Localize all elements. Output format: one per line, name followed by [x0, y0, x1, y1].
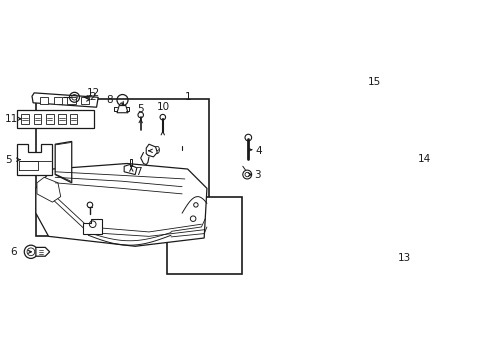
Ellipse shape	[379, 111, 392, 117]
Ellipse shape	[375, 109, 396, 118]
Polygon shape	[37, 177, 61, 202]
Text: 10: 10	[157, 102, 170, 112]
Polygon shape	[117, 105, 128, 113]
Ellipse shape	[373, 131, 404, 143]
Text: 7: 7	[134, 167, 141, 177]
Bar	[167, 198, 241, 274]
Ellipse shape	[366, 92, 388, 103]
Polygon shape	[124, 165, 137, 175]
Bar	[46, 114, 53, 124]
Text: 14: 14	[417, 154, 430, 164]
Polygon shape	[146, 144, 157, 157]
Text: 5: 5	[5, 155, 12, 165]
Text: 15: 15	[367, 77, 381, 87]
Text: 8: 8	[106, 95, 113, 105]
Text: 6: 6	[10, 247, 17, 257]
Bar	[67, 97, 76, 104]
Polygon shape	[82, 219, 102, 234]
Text: 13: 13	[397, 253, 410, 264]
Bar	[69, 114, 77, 124]
Ellipse shape	[367, 129, 409, 145]
Text: 5: 5	[137, 104, 143, 114]
Text: 11: 11	[4, 114, 18, 124]
Text: 2: 2	[89, 92, 96, 102]
Polygon shape	[36, 163, 206, 246]
Bar	[36, 99, 209, 236]
Text: 4: 4	[254, 146, 261, 156]
Polygon shape	[55, 141, 72, 183]
Text: 9: 9	[153, 147, 160, 156]
Polygon shape	[36, 247, 50, 256]
Text: 12: 12	[87, 88, 100, 98]
Polygon shape	[32, 93, 98, 107]
Ellipse shape	[369, 150, 413, 172]
Bar	[40, 97, 48, 104]
Text: 1: 1	[184, 92, 191, 102]
Bar	[53, 97, 61, 104]
Bar	[58, 114, 65, 124]
Ellipse shape	[365, 144, 417, 172]
Ellipse shape	[374, 153, 407, 168]
Polygon shape	[17, 144, 52, 175]
Ellipse shape	[370, 94, 385, 101]
Bar	[81, 97, 89, 104]
Bar	[21, 114, 29, 124]
Text: 3: 3	[253, 170, 260, 180]
Bar	[34, 114, 41, 124]
Bar	[17, 110, 94, 128]
